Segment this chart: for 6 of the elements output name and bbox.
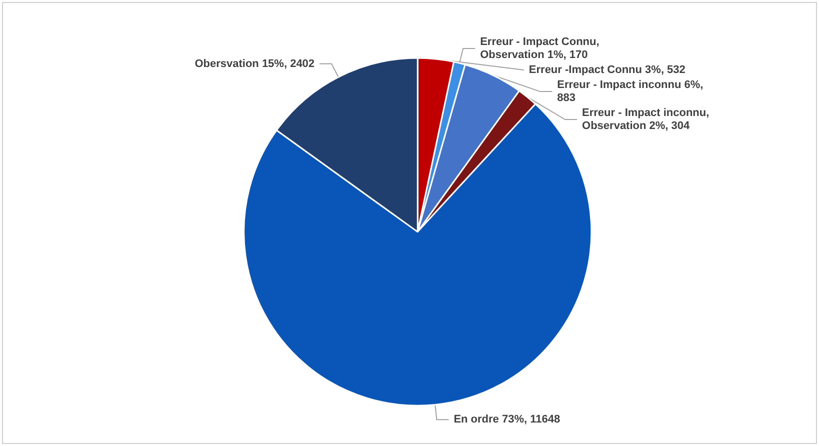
slice-label: Erreur - Impact inconnu, Observation 2%, 304	[582, 107, 712, 132]
slice-label: Obersvation 15%, 2402	[194, 58, 315, 70]
slice-label: En ordre 73%, 11648	[454, 414, 560, 426]
slice-label: Erreur - Impact Connu, Observation 1%, 170	[480, 36, 602, 62]
slice-label: Erreur - Impact inconnu 6%, 883	[557, 79, 706, 104]
slice-label: Erreur -Impact Connu 3%, 532	[528, 64, 686, 76]
